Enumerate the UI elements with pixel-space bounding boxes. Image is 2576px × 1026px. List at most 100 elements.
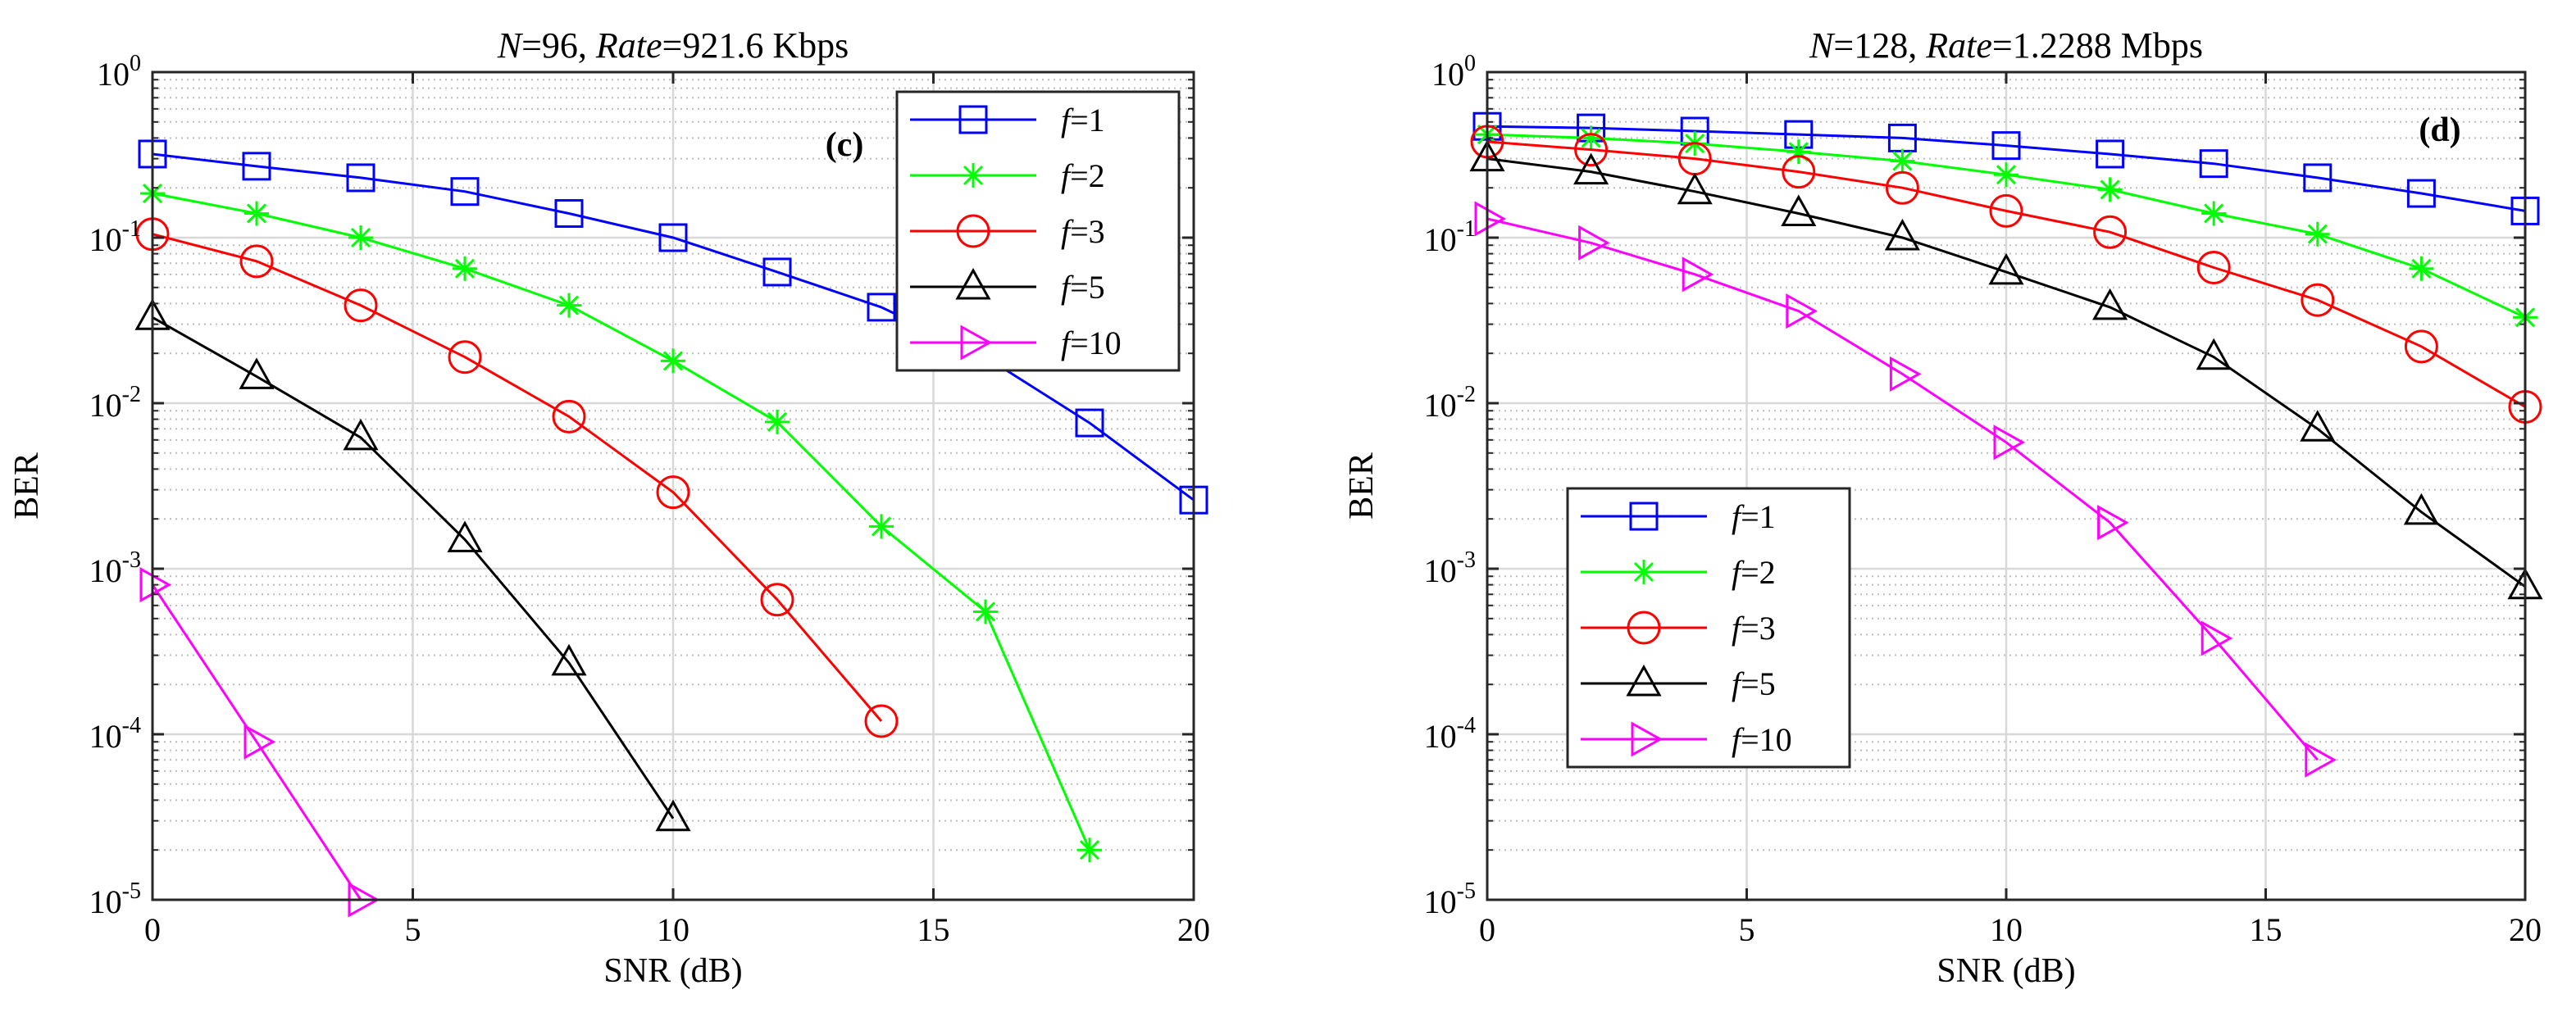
x-tick-label: 0: [144, 911, 161, 948]
data-point: [661, 348, 685, 374]
data-point: [760, 583, 794, 617]
y-tick-label: 10-2: [89, 382, 141, 424]
series-f=5: [134, 298, 691, 832]
series-line: [1486, 217, 2319, 761]
data-point: [551, 643, 587, 676]
data-point: [2305, 221, 2330, 247]
data-point: [1474, 201, 1507, 237]
series-f=3: [135, 217, 899, 738]
data-point: [2097, 177, 2123, 202]
data-point: [2199, 149, 2228, 179]
data-point: [1885, 170, 1919, 205]
series-line: [1486, 125, 2526, 212]
panel-label: (d): [2419, 111, 2460, 149]
data-point: [1677, 172, 1713, 205]
legend-marker: [1627, 611, 1661, 645]
chart-title: N=96, Rate=921.6 Kbps: [497, 25, 849, 66]
data-point: [2404, 329, 2438, 364]
y-tick-label: 10-1: [1424, 216, 1476, 258]
data-point: [2093, 215, 2128, 249]
data-point: [2406, 179, 2436, 208]
data-point: [448, 340, 482, 375]
x-tick-label: 0: [1479, 911, 1495, 948]
x-tick-label: 10: [657, 911, 690, 948]
data-point: [557, 293, 581, 318]
data-point: [343, 418, 379, 451]
data-point: [2409, 256, 2434, 281]
legend-marker: [955, 267, 991, 300]
data-point: [1573, 152, 1609, 185]
x-tick-label: 15: [917, 911, 950, 948]
y-tick-label: 10-2: [1424, 382, 1476, 424]
legend-label: f=1: [1732, 498, 1776, 535]
legend-marker: [961, 163, 985, 188]
data-point: [552, 399, 586, 434]
data-point: [2403, 493, 2439, 525]
data-point: [2301, 283, 2335, 317]
data-point: [344, 288, 378, 323]
series-line: [152, 233, 883, 722]
legend-label: f=3: [1732, 610, 1776, 647]
legend-label: f=2: [1061, 157, 1105, 194]
legend: f=1 f=2 f=3 f=5 f=10: [1566, 487, 1851, 769]
data-point: [554, 198, 584, 228]
data-point: [1884, 218, 1920, 251]
legend-item-f=10: f=10: [910, 325, 1122, 361]
data-point: [2201, 620, 2233, 656]
y-axis-label: BER: [1343, 452, 1381, 520]
chart-panel-c: 0 5 10 15 20 100 10-1 10-2 10-3 10-4 10-5 N=96, Rat…: [8, 25, 1210, 990]
legend-label: f=5: [1732, 665, 1776, 702]
data-point: [242, 152, 271, 181]
legend-item-f=5: f=5: [1581, 664, 1776, 702]
legend-marker: [1629, 502, 1659, 531]
legend: f=1 f=2 f=3 f=5 f=10: [895, 90, 1181, 372]
data-point: [762, 257, 792, 287]
data-point: [2092, 288, 2128, 320]
legend-label: f=5: [1061, 269, 1105, 306]
series-f=3: [1470, 125, 2542, 424]
data-point: [765, 409, 790, 434]
series-line: [1486, 157, 2526, 588]
data-point: [447, 520, 483, 552]
legend-label: f=2: [1732, 554, 1776, 591]
x-tick-label: 20: [1177, 911, 1210, 948]
chart-panel-d: 0 5 10 15 20 100 10-1 10-2 10-3 10-4 10-5 N=128, Ra…: [1343, 25, 2543, 990]
data-point: [2303, 163, 2333, 193]
legend-item-f=2: f=2: [1581, 554, 1776, 591]
series-f=10: [1474, 201, 2337, 778]
data-point: [450, 177, 480, 207]
data-point: [973, 599, 998, 624]
legend-label: f=1: [1061, 102, 1105, 138]
series-line: [152, 152, 1195, 502]
data-point: [2097, 505, 2129, 541]
data-point: [1075, 408, 1104, 438]
data-point: [2305, 742, 2337, 778]
data-point: [1578, 125, 1604, 151]
panel-label: (c): [826, 126, 864, 164]
y-tick-label: 10-5: [89, 878, 141, 920]
y-tick-label: 10-1: [89, 216, 141, 258]
data-point: [243, 724, 276, 760]
y-tick-label: 10-4: [1424, 713, 1476, 755]
data-point: [1991, 131, 2021, 161]
legend-marker: [956, 214, 990, 248]
y-tick-label: 10-4: [89, 713, 141, 755]
legend-item-f=2: f=2: [910, 157, 1105, 194]
data-point: [656, 475, 690, 510]
x-tick-label: 5: [405, 911, 421, 948]
legend-item-f=5: f=5: [910, 267, 1105, 306]
legend-item-f=1: f=1: [910, 102, 1105, 138]
data-point: [1574, 133, 1609, 167]
chart-title: N=128, Rate=1.2288 Mbps: [1809, 25, 2203, 66]
data-point: [1993, 424, 2026, 461]
legend-item-f=3: f=3: [910, 213, 1105, 250]
legend-item-f=10: f=10: [1581, 721, 1792, 758]
data-point: [244, 201, 269, 226]
legend-item-f=3: f=3: [1581, 610, 1776, 647]
data-point: [655, 799, 691, 832]
data-point: [1988, 252, 2024, 285]
data-point: [1682, 256, 1714, 293]
data-point: [658, 223, 688, 252]
data-point: [346, 163, 375, 193]
data-point: [2196, 250, 2231, 284]
